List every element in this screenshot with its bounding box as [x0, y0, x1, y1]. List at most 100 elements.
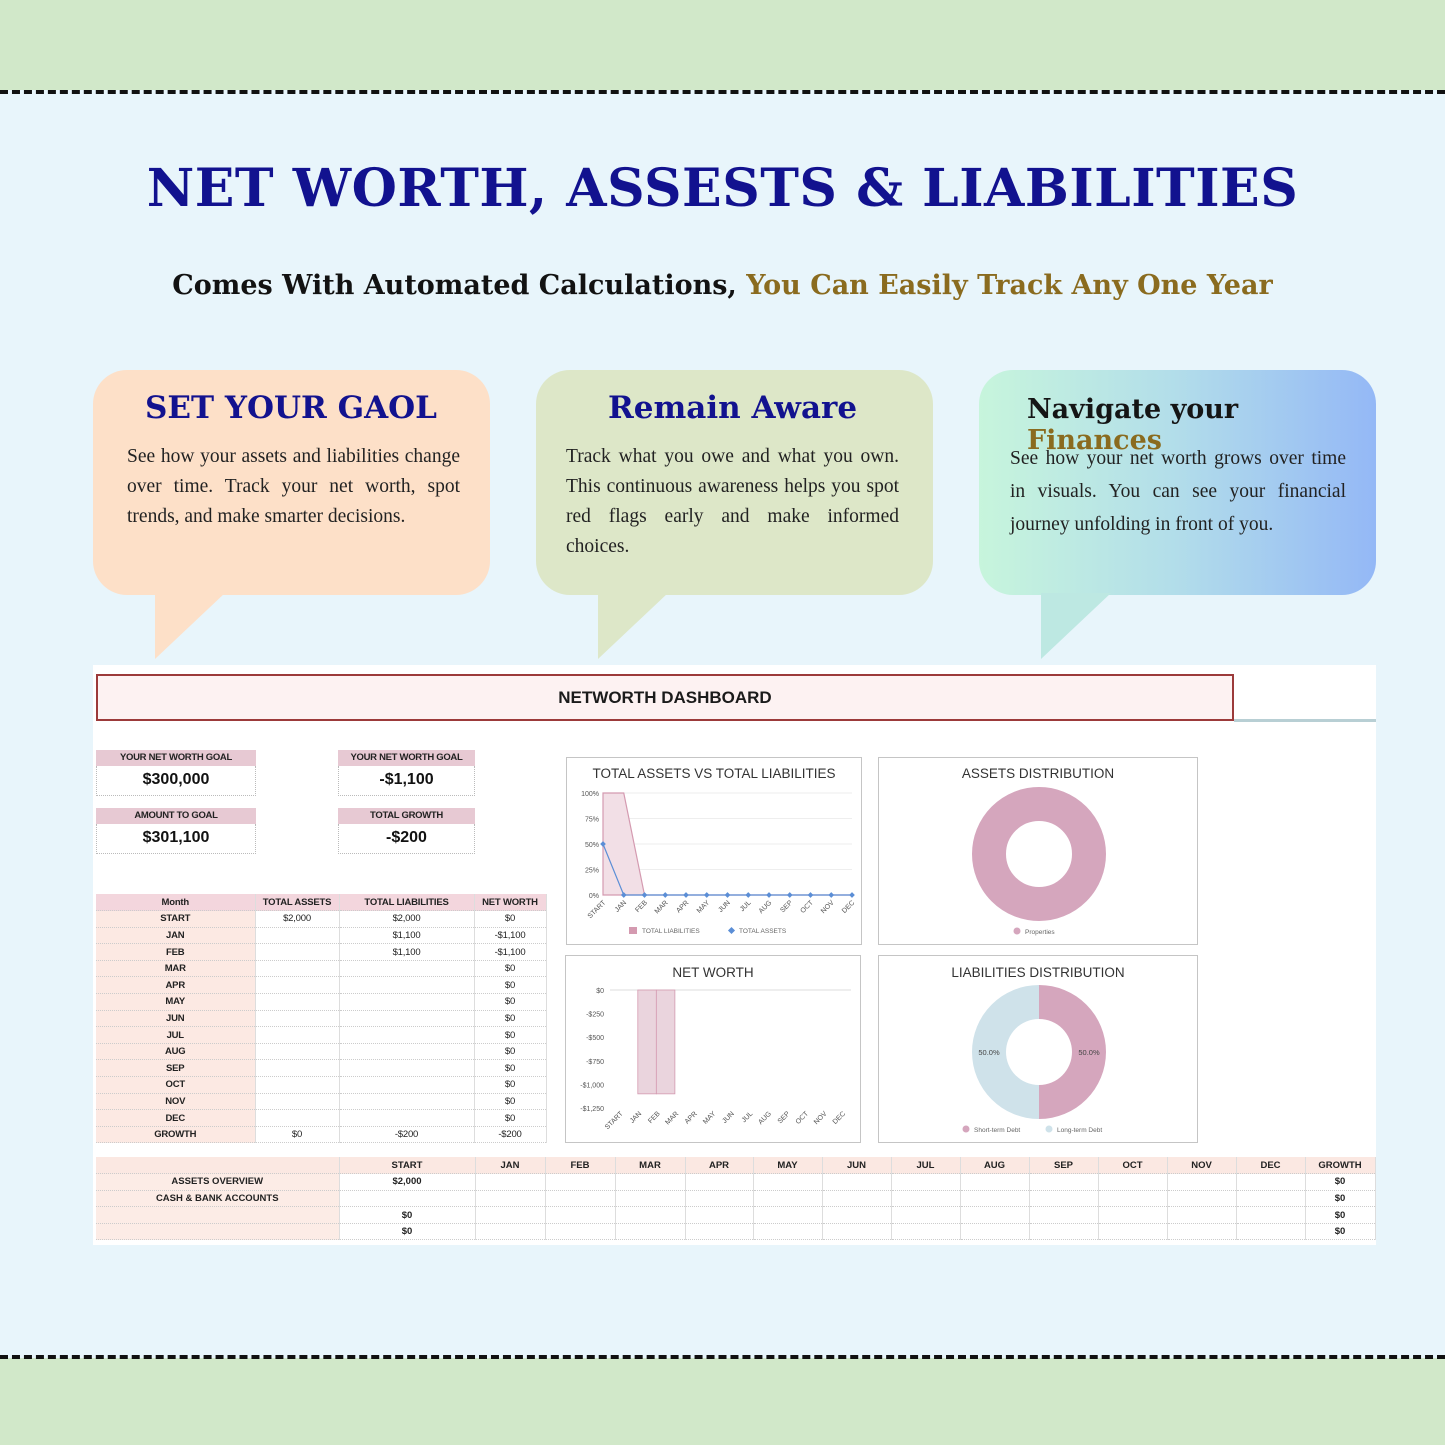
- table-cell[interactable]: $2,000: [255, 910, 340, 928]
- table-cell[interactable]: [339, 1190, 476, 1208]
- table-cell[interactable]: [1236, 1173, 1306, 1191]
- table-cell[interactable]: $0: [474, 1026, 547, 1044]
- table-cell[interactable]: [960, 1190, 1030, 1208]
- table-cell[interactable]: [339, 993, 475, 1011]
- table-cell[interactable]: [753, 1223, 823, 1241]
- table-cell[interactable]: [753, 1206, 823, 1224]
- table-cell[interactable]: [822, 1173, 892, 1191]
- table-cell[interactable]: [255, 927, 340, 945]
- table-cell[interactable]: [255, 1043, 340, 1061]
- table-cell[interactable]: $0: [474, 960, 547, 978]
- table-cell[interactable]: [339, 1059, 475, 1078]
- kpi-value[interactable]: $300,000: [96, 766, 256, 796]
- table-cell[interactable]: [475, 1206, 546, 1224]
- table-cell[interactable]: [255, 1109, 340, 1127]
- table-cell[interactable]: -$1,100: [474, 943, 547, 961]
- table-cell[interactable]: [1029, 1223, 1099, 1241]
- table-cell[interactable]: $0: [474, 1010, 547, 1028]
- table-cell[interactable]: $1,100: [339, 943, 475, 961]
- table-cell[interactable]: [891, 1190, 961, 1208]
- table-cell[interactable]: [822, 1190, 892, 1208]
- table-cell[interactable]: $0: [474, 1109, 547, 1127]
- table-cell[interactable]: [685, 1223, 754, 1241]
- table-cell[interactable]: [545, 1190, 616, 1208]
- table-cell[interactable]: [615, 1223, 686, 1241]
- table-cell[interactable]: [339, 1093, 475, 1111]
- table-cell[interactable]: [475, 1190, 546, 1208]
- table-cell[interactable]: $0: [1305, 1206, 1376, 1224]
- table-cell[interactable]: [545, 1223, 616, 1241]
- table-cell[interactable]: [822, 1206, 892, 1224]
- table-cell[interactable]: $0: [1305, 1173, 1376, 1191]
- table-cell[interactable]: [960, 1173, 1030, 1191]
- table-cell[interactable]: [339, 976, 475, 995]
- table-cell[interactable]: [545, 1173, 616, 1191]
- table-cell[interactable]: [615, 1190, 686, 1208]
- table-cell[interactable]: [339, 1109, 475, 1127]
- table-cell[interactable]: [1029, 1190, 1099, 1208]
- table-cell[interactable]: [822, 1223, 892, 1241]
- table-cell[interactable]: [1029, 1173, 1099, 1191]
- table-cell[interactable]: $1,100: [339, 927, 475, 945]
- table-cell[interactable]: [1167, 1206, 1237, 1224]
- table-cell[interactable]: $0: [474, 910, 547, 928]
- table-cell[interactable]: [255, 960, 340, 978]
- table-cell[interactable]: [891, 1206, 961, 1224]
- table-cell[interactable]: [545, 1206, 616, 1224]
- table-cell[interactable]: [685, 1206, 754, 1224]
- table-cell[interactable]: [255, 1010, 340, 1028]
- table-cell[interactable]: [891, 1173, 961, 1191]
- table-cell[interactable]: $0: [474, 976, 547, 995]
- table-cell[interactable]: [339, 1043, 475, 1061]
- table-cell[interactable]: $0: [339, 1223, 476, 1241]
- table-cell[interactable]: [960, 1223, 1030, 1241]
- table-cell[interactable]: $0: [474, 1076, 547, 1094]
- table-cell[interactable]: [475, 1173, 546, 1191]
- table-cell[interactable]: [753, 1173, 823, 1191]
- table-cell[interactable]: $0: [474, 1093, 547, 1111]
- table-cell[interactable]: [1167, 1223, 1237, 1241]
- table-cell[interactable]: [255, 1093, 340, 1111]
- table-cell[interactable]: $2,000: [339, 910, 475, 928]
- table-cell[interactable]: $2,000: [339, 1173, 476, 1191]
- table-cell[interactable]: [339, 1076, 475, 1094]
- table-cell[interactable]: [685, 1173, 754, 1191]
- table-cell[interactable]: [255, 1026, 340, 1044]
- table-cell[interactable]: $0: [1305, 1190, 1376, 1208]
- table-cell[interactable]: [685, 1190, 754, 1208]
- table-cell[interactable]: $0: [474, 1043, 547, 1061]
- table-cell[interactable]: [891, 1223, 961, 1241]
- table-cell[interactable]: $0: [474, 1059, 547, 1078]
- table-cell[interactable]: [255, 1059, 340, 1078]
- table-cell[interactable]: [1167, 1190, 1237, 1208]
- table-cell[interactable]: [1029, 1206, 1099, 1224]
- table-cell[interactable]: [1236, 1206, 1306, 1224]
- table-cell[interactable]: [255, 1076, 340, 1094]
- table-cell[interactable]: [615, 1206, 686, 1224]
- table-cell[interactable]: $0: [1305, 1223, 1376, 1241]
- table-cell[interactable]: [753, 1190, 823, 1208]
- row-label: GROWTH: [96, 1126, 256, 1144]
- table-cell[interactable]: [339, 1026, 475, 1044]
- table-cell[interactable]: [339, 960, 475, 978]
- table-cell[interactable]: [1167, 1173, 1237, 1191]
- table-cell[interactable]: [1098, 1173, 1168, 1191]
- table-cell[interactable]: [960, 1206, 1030, 1224]
- table-cell[interactable]: $0: [255, 1126, 340, 1144]
- table-cell[interactable]: -$1,100: [474, 927, 547, 945]
- table-cell[interactable]: [475, 1223, 546, 1241]
- table-cell[interactable]: [1236, 1190, 1306, 1208]
- table-cell[interactable]: [255, 993, 340, 1011]
- table-cell[interactable]: [255, 976, 340, 995]
- table-cell[interactable]: [1098, 1190, 1168, 1208]
- table-cell[interactable]: [255, 943, 340, 961]
- table-cell[interactable]: $0: [474, 993, 547, 1011]
- table-cell[interactable]: [339, 1010, 475, 1028]
- table-cell[interactable]: $0: [339, 1206, 476, 1224]
- table-cell[interactable]: [615, 1173, 686, 1191]
- table-cell[interactable]: [1098, 1223, 1168, 1241]
- table-cell[interactable]: [1236, 1223, 1306, 1241]
- table-cell[interactable]: -$200: [339, 1126, 475, 1144]
- table-cell[interactable]: [1098, 1206, 1168, 1224]
- table-cell[interactable]: -$200: [474, 1126, 547, 1144]
